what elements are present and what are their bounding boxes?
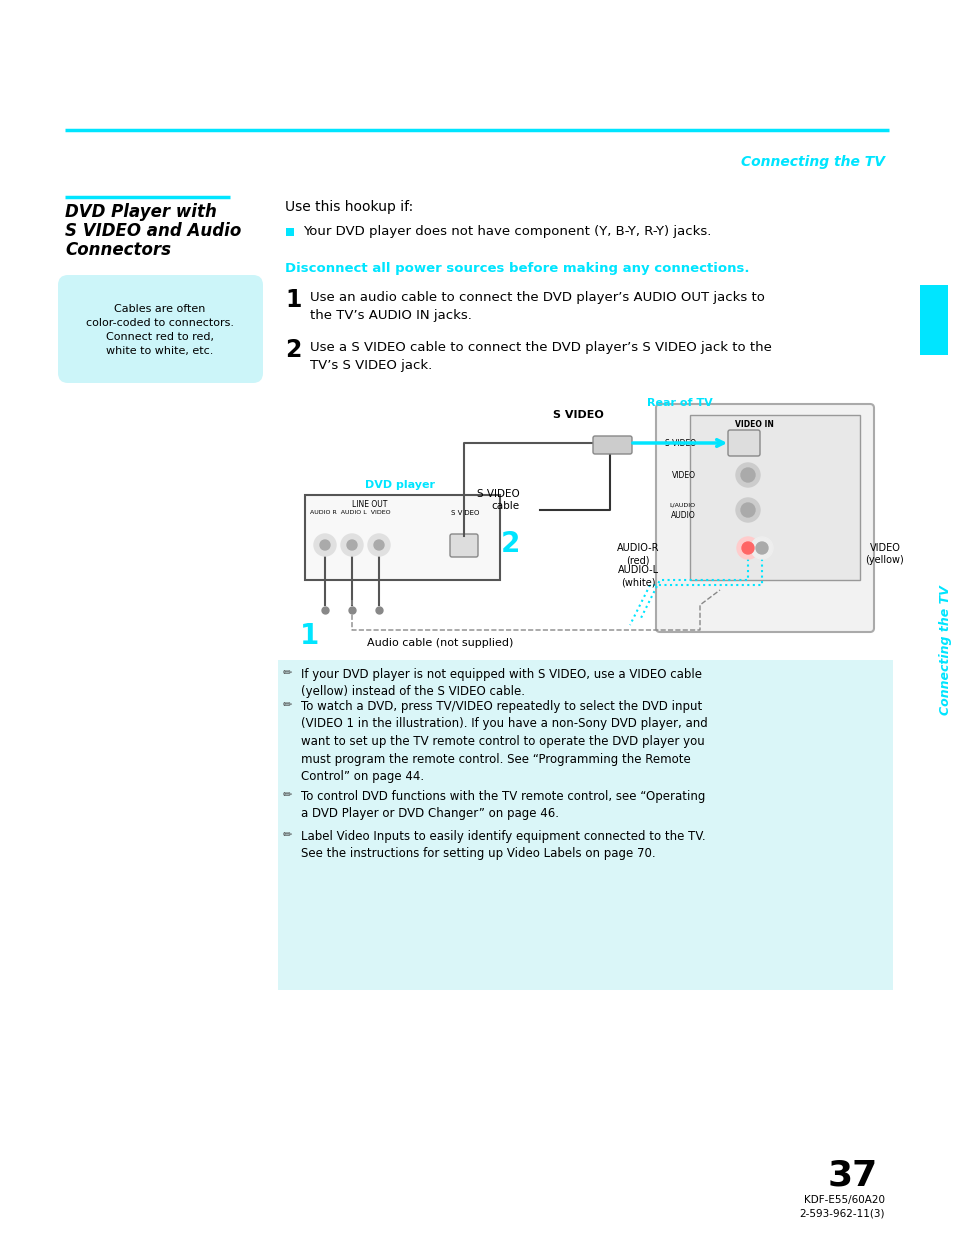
- Text: If your DVD player is not equipped with S VIDEO, use a VIDEO cable
(yellow) inst: If your DVD player is not equipped with …: [301, 668, 701, 699]
- Text: Audio cable (not supplied): Audio cable (not supplied): [366, 638, 513, 648]
- Circle shape: [740, 468, 754, 482]
- Text: 2: 2: [285, 338, 301, 362]
- Text: To control DVD functions with the TV remote control, see “Operating
a DVD Player: To control DVD functions with the TV rem…: [301, 790, 704, 820]
- Text: AUDIO-R
(red): AUDIO-R (red): [616, 543, 659, 566]
- Text: 1: 1: [300, 622, 319, 650]
- Text: Use an audio cable to connect the DVD player’s AUDIO OUT jacks to
the TV’s AUDIO: Use an audio cable to connect the DVD pl…: [310, 291, 764, 322]
- FancyBboxPatch shape: [593, 436, 631, 454]
- Circle shape: [740, 503, 754, 517]
- Text: 37: 37: [827, 1158, 877, 1192]
- Text: Label Video Inputs to easily identify equipment connected to the TV.
See the ins: Label Video Inputs to easily identify eq…: [301, 830, 705, 861]
- Text: S VIDEO: S VIDEO: [451, 510, 478, 516]
- Text: VIDEO: VIDEO: [671, 471, 696, 479]
- Text: Connectors: Connectors: [65, 241, 171, 259]
- Text: To watch a DVD, press TV/VIDEO repeatedly to select the DVD input
(VIDEO 1 in th: To watch a DVD, press TV/VIDEO repeatedl…: [301, 700, 707, 783]
- Text: 1: 1: [285, 288, 301, 312]
- FancyBboxPatch shape: [450, 534, 477, 557]
- FancyBboxPatch shape: [919, 285, 947, 354]
- Text: AUDIO R  AUDIO L  VIDEO: AUDIO R AUDIO L VIDEO: [310, 510, 390, 515]
- Text: Your DVD player does not have component (Y, B-Y, R-Y) jacks.: Your DVD player does not have component …: [303, 226, 711, 238]
- Circle shape: [368, 534, 390, 556]
- Text: S VIDEO: S VIDEO: [664, 438, 696, 447]
- Text: Cables are often
color-coded to connectors.
Connect red to red,
white to white, : Cables are often color-coded to connecto…: [86, 304, 233, 356]
- Text: Connecting the TV: Connecting the TV: [740, 156, 884, 169]
- Text: L/AUDIO: L/AUDIO: [669, 503, 696, 508]
- Circle shape: [755, 542, 767, 555]
- Text: KDF-E55/60A20: KDF-E55/60A20: [803, 1195, 884, 1205]
- FancyBboxPatch shape: [656, 404, 873, 632]
- Text: Use a S VIDEO cable to connect the DVD player’s S VIDEO jack to the
TV’s S VIDEO: Use a S VIDEO cable to connect the DVD p…: [310, 341, 771, 372]
- Text: DVD player: DVD player: [365, 480, 435, 490]
- FancyBboxPatch shape: [277, 659, 892, 990]
- FancyBboxPatch shape: [689, 415, 859, 580]
- Text: ✏: ✏: [283, 830, 292, 840]
- Circle shape: [319, 540, 330, 550]
- FancyBboxPatch shape: [58, 275, 263, 383]
- Text: ✏: ✏: [283, 668, 292, 678]
- Circle shape: [735, 463, 760, 487]
- Text: Use this hookup if:: Use this hookup if:: [285, 200, 413, 214]
- FancyBboxPatch shape: [305, 495, 499, 580]
- Text: Connecting the TV: Connecting the TV: [939, 585, 951, 715]
- Circle shape: [735, 498, 760, 522]
- Text: VIDEO IN: VIDEO IN: [734, 420, 773, 429]
- Circle shape: [347, 540, 356, 550]
- Text: ✏: ✏: [283, 700, 292, 710]
- Text: Disconnect all power sources before making any connections.: Disconnect all power sources before maki…: [285, 262, 749, 275]
- Text: Rear of TV: Rear of TV: [646, 398, 712, 408]
- Text: S VIDEO
cable: S VIDEO cable: [476, 489, 519, 511]
- Text: S VIDEO and Audio: S VIDEO and Audio: [65, 222, 241, 240]
- FancyBboxPatch shape: [286, 228, 294, 236]
- Text: ✏: ✏: [283, 790, 292, 800]
- Circle shape: [314, 534, 335, 556]
- Circle shape: [374, 540, 384, 550]
- Text: 2-593-962-11(3): 2-593-962-11(3): [799, 1208, 884, 1218]
- Text: LINE OUT: LINE OUT: [352, 500, 387, 509]
- FancyBboxPatch shape: [727, 430, 760, 456]
- Text: S VIDEO: S VIDEO: [552, 410, 602, 420]
- Circle shape: [750, 537, 772, 559]
- Circle shape: [737, 537, 759, 559]
- Circle shape: [741, 542, 753, 555]
- Text: 2: 2: [499, 530, 519, 558]
- Circle shape: [340, 534, 363, 556]
- Text: VIDEO
(yellow): VIDEO (yellow): [864, 543, 903, 566]
- Text: DVD Player with: DVD Player with: [65, 203, 216, 221]
- Text: AUDIO-L
(white): AUDIO-L (white): [617, 564, 658, 588]
- Text: AUDIO: AUDIO: [671, 511, 696, 520]
